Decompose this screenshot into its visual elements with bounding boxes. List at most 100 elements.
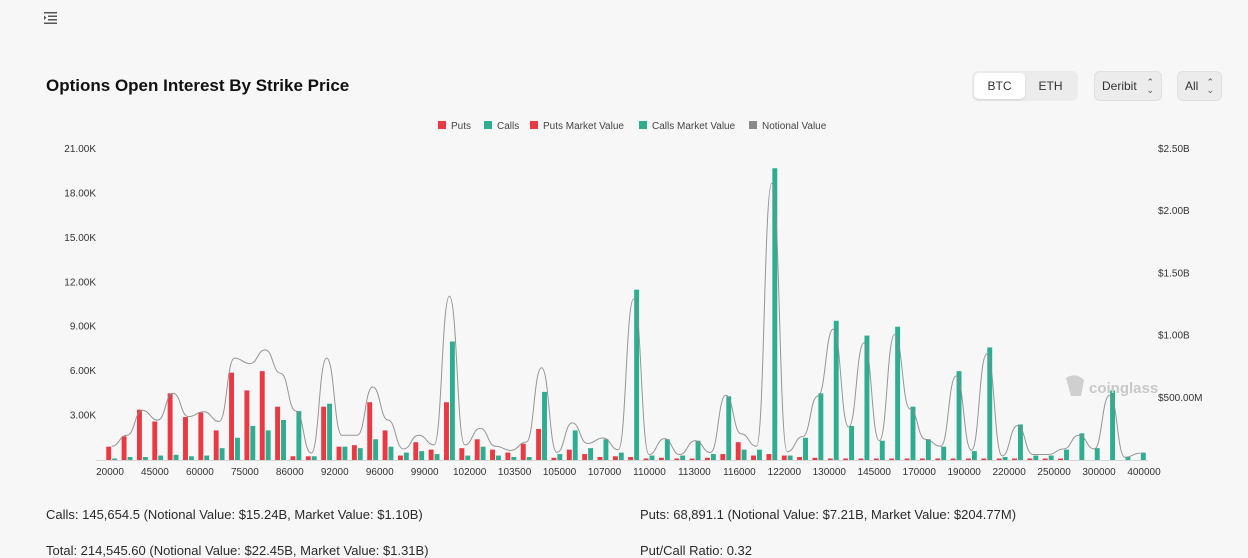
call-bar[interactable] [1033, 455, 1039, 460]
put-bar[interactable] [735, 442, 741, 460]
call-bar[interactable] [449, 341, 455, 460]
call-bar[interactable] [695, 440, 701, 460]
put-bar[interactable] [705, 457, 710, 460]
legend-item[interactable]: Calls Market Value [652, 121, 736, 132]
tab-btc[interactable]: BTC [974, 73, 1025, 99]
call-bar[interactable] [649, 455, 655, 460]
call-bar[interactable] [726, 396, 732, 460]
put-bar[interactable] [1042, 458, 1048, 460]
put-bar[interactable] [213, 430, 219, 460]
call-bar[interactable] [342, 446, 348, 460]
call-bar[interactable] [204, 455, 210, 460]
menu-collapse-icon[interactable] [44, 11, 58, 25]
call-bar[interactable] [664, 439, 670, 460]
call-bar[interactable] [879, 440, 885, 460]
call-bar[interactable] [787, 455, 793, 460]
put-bar[interactable] [689, 458, 695, 460]
put-bar[interactable] [827, 458, 833, 460]
put-bar[interactable] [428, 449, 434, 460]
call-bar[interactable] [1110, 390, 1116, 460]
call-bar[interactable] [373, 439, 379, 460]
put-bar[interactable] [106, 446, 112, 460]
call-bar[interactable] [557, 454, 563, 460]
call-bar[interactable] [127, 457, 133, 460]
put-bar[interactable] [351, 445, 357, 460]
put-bar[interactable] [950, 458, 956, 460]
call-bar[interactable] [112, 458, 118, 460]
call-bar[interactable] [235, 437, 240, 460]
put-bar[interactable] [843, 458, 849, 460]
call-bar[interactable] [434, 454, 440, 460]
put-bar[interactable] [536, 428, 542, 460]
put-bar[interactable] [152, 421, 158, 460]
call-bar[interactable] [803, 437, 808, 460]
legend-item[interactable]: Puts Market Value [543, 121, 624, 132]
put-bar[interactable] [183, 417, 188, 460]
call-bar[interactable] [511, 457, 517, 460]
call-bar[interactable] [496, 455, 501, 460]
put-bar[interactable] [966, 458, 971, 460]
put-bar[interactable] [981, 458, 987, 460]
call-bar[interactable] [680, 455, 686, 460]
put-bar[interactable] [259, 371, 265, 460]
call-bar[interactable] [818, 393, 824, 460]
put-bar[interactable] [198, 412, 204, 460]
put-bar[interactable] [474, 439, 480, 460]
call-bar[interactable] [710, 454, 716, 460]
put-bar[interactable] [490, 449, 495, 460]
call-bar[interactable] [419, 451, 425, 460]
put-bar[interactable] [812, 457, 818, 460]
put-bar[interactable] [781, 455, 787, 460]
call-bar[interactable] [265, 430, 271, 460]
put-bar[interactable] [136, 409, 142, 460]
put-bar[interactable] [121, 436, 127, 460]
call-bar[interactable] [357, 448, 363, 460]
call-bar[interactable] [1002, 457, 1008, 460]
legend-item[interactable]: Notional Value [762, 121, 827, 132]
call-bar[interactable] [572, 430, 578, 460]
call-bar[interactable] [603, 439, 609, 460]
put-bar[interactable] [582, 454, 588, 460]
put-bar[interactable] [1012, 458, 1017, 460]
put-bar[interactable] [658, 457, 664, 460]
call-bar[interactable] [864, 335, 870, 460]
put-bar[interactable] [766, 454, 772, 460]
call-bar[interactable] [465, 455, 471, 460]
put-bar[interactable] [1027, 458, 1033, 460]
call-bar[interactable] [526, 457, 532, 460]
put-bar[interactable] [996, 458, 1002, 460]
call-bar[interactable] [925, 439, 931, 460]
call-bar[interactable] [250, 425, 256, 460]
put-bar[interactable] [275, 406, 281, 460]
put-bar[interactable] [305, 456, 311, 460]
call-bar[interactable] [1048, 455, 1054, 460]
put-bar[interactable] [229, 372, 234, 460]
call-bar[interactable] [281, 420, 286, 460]
put-bar[interactable] [413, 442, 419, 460]
tab-eth[interactable]: ETH [1025, 73, 1076, 99]
put-bar[interactable] [612, 456, 618, 460]
put-bar[interactable] [336, 446, 342, 460]
put-bar[interactable] [889, 458, 895, 460]
put-bar[interactable] [321, 406, 327, 460]
put-bar[interactable] [720, 454, 726, 460]
put-bar[interactable] [367, 402, 373, 460]
call-bar[interactable] [158, 455, 164, 460]
put-bar[interactable] [873, 458, 879, 460]
call-bar[interactable] [987, 347, 993, 460]
call-bar[interactable] [1094, 448, 1100, 460]
call-bar[interactable] [588, 448, 594, 460]
call-bar[interactable] [1125, 457, 1131, 460]
put-bar[interactable] [628, 457, 634, 460]
put-bar[interactable] [459, 448, 465, 460]
call-bar[interactable] [833, 320, 839, 460]
put-bar[interactable] [904, 458, 910, 460]
call-bar[interactable] [388, 446, 394, 460]
expiry-select[interactable]: All ⌃ ⌄ [1177, 71, 1222, 101]
put-bar[interactable] [397, 455, 403, 460]
call-bar[interactable] [941, 446, 947, 460]
put-bar[interactable] [935, 458, 941, 460]
put-bar[interactable] [674, 458, 680, 460]
call-bar[interactable] [757, 449, 762, 460]
call-bar[interactable] [956, 371, 962, 460]
